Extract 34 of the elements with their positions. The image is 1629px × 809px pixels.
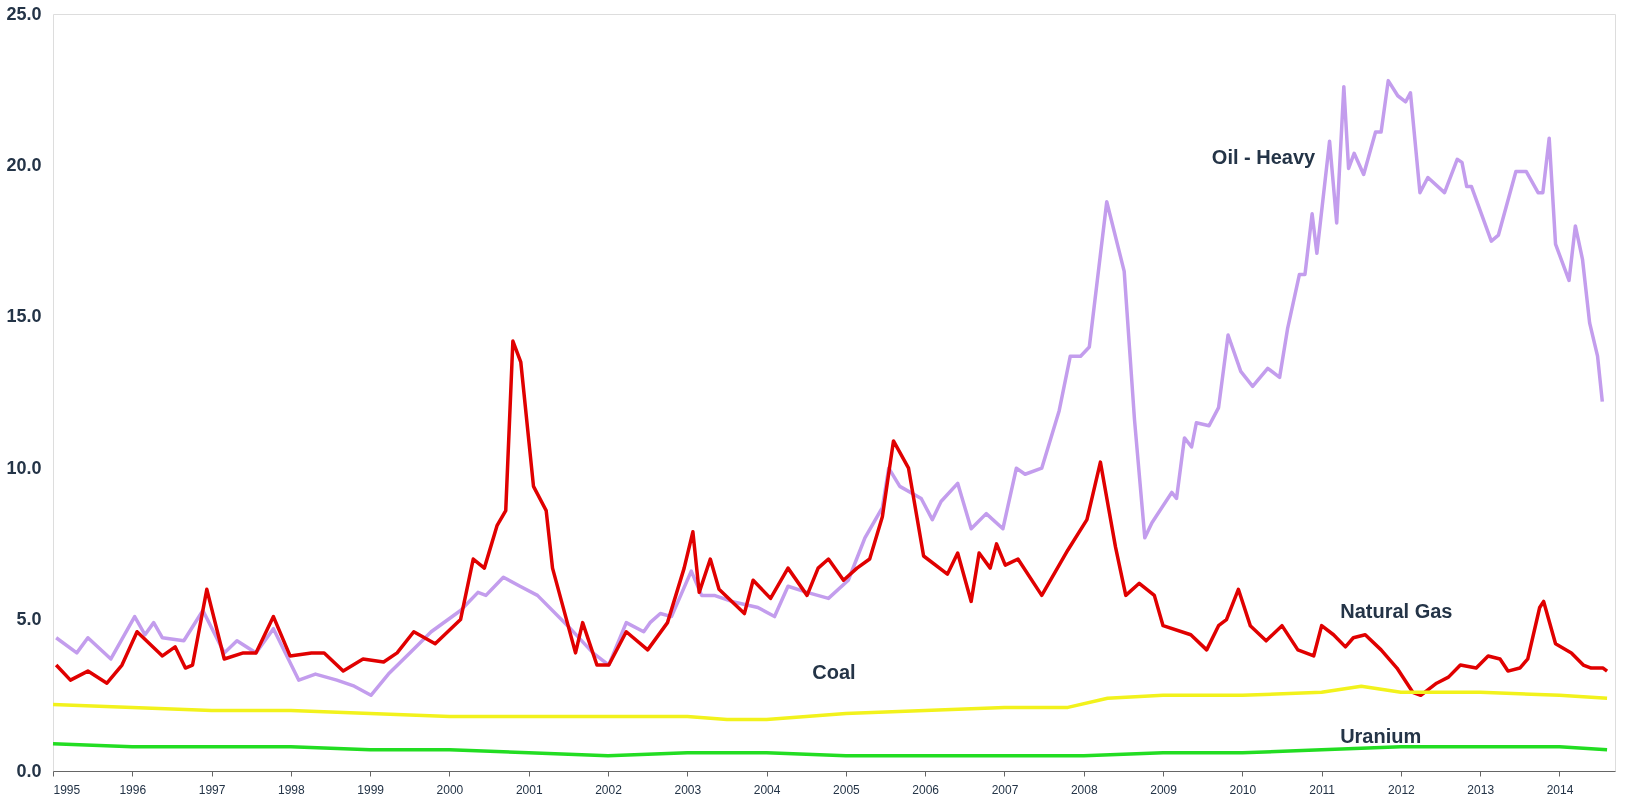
- x-tick-label: 1999: [357, 782, 385, 797]
- x-tick-label: 2014: [1546, 782, 1574, 797]
- x-tick-label: 2002: [595, 782, 623, 797]
- x-tick-label: 2000: [436, 782, 464, 797]
- series-label: Uranium: [1340, 724, 1422, 747]
- y-tick-label: 20.0: [6, 154, 42, 175]
- x-tick-label: 2010: [1229, 782, 1257, 797]
- y-tick-label: 15.0: [6, 306, 42, 327]
- x-tick-label: 1997: [198, 782, 226, 797]
- x-tick-label: 2003: [674, 782, 702, 797]
- series-label: Natural Gas: [1340, 600, 1453, 623]
- x-tick-label: 1995: [53, 782, 81, 797]
- line-series: [51, 742, 1609, 758]
- x-tick-label: 1996: [119, 782, 147, 797]
- x-tick-label: 2011: [1309, 782, 1336, 797]
- x-tick-label: 2008: [1070, 782, 1098, 797]
- x-tick-label: 2006: [912, 782, 940, 797]
- y-tick-label: 5.0: [16, 609, 42, 630]
- y-tick-label: 25.0: [6, 3, 42, 24]
- x-tick-label: 2001: [515, 782, 543, 797]
- y-tick-label: 0.0: [16, 760, 42, 781]
- x-tick-label: 2004: [753, 782, 781, 797]
- x-tick-label: 1998: [278, 782, 306, 797]
- x-tick-label: 2009: [1150, 782, 1178, 797]
- line-series: [51, 684, 1609, 722]
- series-label: Coal: [812, 660, 856, 683]
- series-label: Oil - Heavy: [1211, 145, 1317, 168]
- line-series: [54, 339, 1609, 698]
- x-tick-label: 2012: [1388, 782, 1416, 797]
- x-tick-label: 2013: [1467, 782, 1495, 797]
- x-tick-label: 2005: [833, 782, 861, 797]
- x-tick-label: 2007: [991, 782, 1019, 797]
- y-tick-label: 10.0: [6, 457, 42, 478]
- line-series: [54, 78, 1605, 698]
